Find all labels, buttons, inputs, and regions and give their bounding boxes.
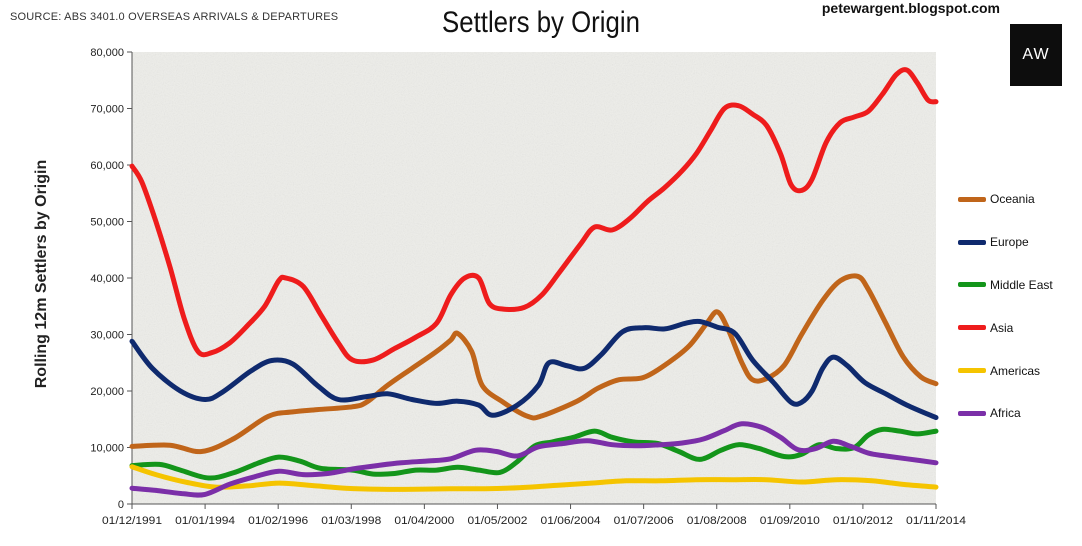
axes: 0 10,000 20,000 30,000 40,000 50,000 60,000 70,…: [90, 47, 966, 527]
aw-logo: AW: [1010, 24, 1062, 86]
series-line-asia: [129, 67, 939, 365]
legend-swatch: [958, 410, 986, 416]
blog-url[interactable]: petewargent.blogspot.com: [821, 0, 1000, 16]
legend-label: Americas: [990, 363, 1041, 378]
series-line-oceania: [129, 273, 939, 455]
legend-swatch: [958, 196, 986, 202]
x-tick-label: 01/05/2002: [467, 515, 527, 527]
x-tick-label: 01/11/2014: [906, 515, 966, 527]
x-tick-label: 01/10/2012: [833, 515, 893, 527]
y-tick-label: 40,000: [90, 273, 124, 285]
legend-item-africa: Africa: [958, 392, 1078, 435]
plot-texture: [132, 52, 936, 504]
legend-swatch: [958, 368, 986, 374]
y-tick-label: 20,000: [90, 386, 124, 398]
x-tick-label: 01/09/2010: [760, 515, 820, 527]
x-tick-label: 01/01/1994: [175, 515, 235, 527]
y-tick-label: 30,000: [90, 330, 124, 342]
logo-text: AW: [1022, 46, 1050, 63]
y-tick-label: 60,000: [90, 160, 124, 172]
y-tick-label: 70,000: [90, 104, 124, 116]
x-tick-label: 01/04/2000: [394, 515, 454, 527]
legend-item-europe: Europe: [958, 221, 1078, 264]
series-line-africa: [129, 421, 939, 498]
legend-swatch: [958, 325, 986, 331]
x-tick-label: 01/12/1991: [102, 515, 162, 527]
y-tick-label: 80,000: [90, 47, 124, 59]
legend-item-americas: Americas: [958, 349, 1078, 392]
legend-item-oceania: Oceania: [958, 178, 1078, 221]
x-tick-label: 01/08/2008: [687, 515, 747, 527]
series-line-europe: [129, 318, 939, 421]
series-line-middle-east: [129, 426, 939, 481]
chart-title: Settlers by Origin: [442, 6, 640, 39]
x-tick-label: 01/03/1998: [321, 515, 381, 527]
legend-swatch: [958, 239, 986, 245]
x-tick-label: 01/07/2006: [614, 515, 674, 527]
series-line-americas: [129, 464, 939, 492]
x-tick-label: 01/06/2004: [541, 515, 601, 527]
y-tick-label: 10,000: [90, 443, 124, 455]
series-group: [129, 67, 939, 498]
legend-label: Africa: [990, 406, 1021, 421]
legend-label: Europe: [990, 235, 1029, 250]
legend-label: Asia: [990, 320, 1014, 335]
legend: Oceania Europe Middle East Asia Americas Afri…: [958, 178, 1078, 435]
legend-item-middle-east: Middle East: [958, 264, 1078, 307]
source-note: SOURCE: ABS 3401.0 OVERSEAS ARRIVALS & D…: [10, 11, 339, 23]
legend-item-asia: Asia: [958, 306, 1078, 349]
x-tick-label: 01/02/1996: [248, 515, 308, 527]
plot-area: [132, 52, 936, 504]
legend-label: Oceania: [990, 192, 1035, 207]
y-tick-label: 50,000: [90, 217, 124, 229]
legend-swatch: [958, 282, 986, 288]
legend-label: Middle East: [990, 277, 1053, 292]
y-tick-label: 0: [118, 499, 124, 511]
